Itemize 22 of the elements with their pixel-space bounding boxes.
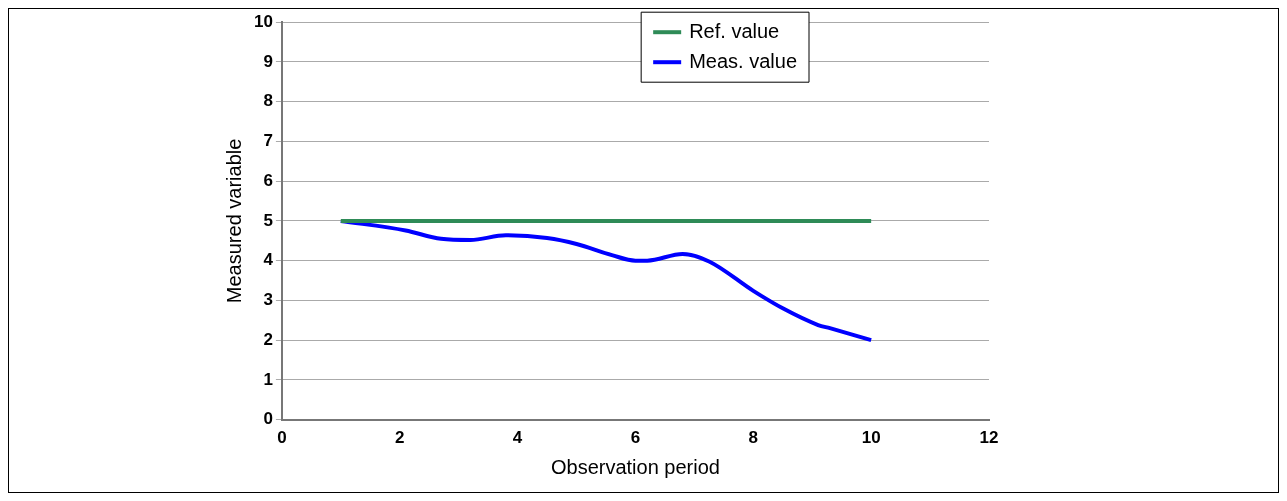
x-tick-label: 2 bbox=[395, 428, 405, 448]
legend-label: Ref. value bbox=[689, 19, 780, 42]
x-axis-title: Observation period bbox=[550, 455, 720, 478]
x-tick-label: 10 bbox=[861, 428, 881, 448]
x-tick-label: 0 bbox=[277, 428, 287, 448]
legend-label: Meas. value bbox=[689, 49, 798, 72]
y-tick-label: 3 bbox=[263, 290, 273, 310]
y-tick-label: 1 bbox=[263, 369, 273, 389]
y-tick-label: 0 bbox=[263, 409, 273, 429]
x-tick-label: 12 bbox=[979, 428, 999, 448]
x-tick-label: 4 bbox=[512, 428, 523, 448]
y-tick-label: 2 bbox=[263, 329, 273, 349]
y-tick-label: 9 bbox=[263, 51, 273, 71]
x-tick-label: 8 bbox=[748, 428, 759, 448]
y-tick-label: 8 bbox=[263, 91, 273, 111]
y-tick-label: 6 bbox=[263, 170, 273, 190]
y-tick-label: 5 bbox=[263, 210, 273, 230]
x-tick-label: 6 bbox=[630, 428, 641, 448]
y-tick-label: 10 bbox=[253, 11, 273, 31]
y-axis-title: Measured variable bbox=[222, 138, 245, 304]
y-tick-label: 4 bbox=[263, 250, 274, 270]
y-tick-label: 7 bbox=[263, 131, 273, 151]
